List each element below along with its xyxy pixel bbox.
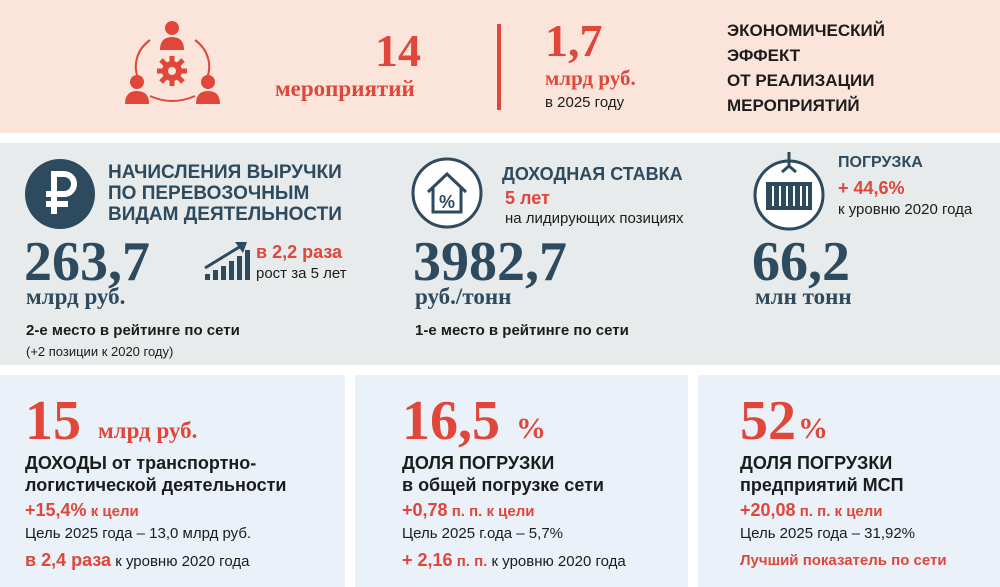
title-line: ПО ПЕРЕВОЗОЧНЫМ [108, 183, 310, 204]
highlight-note: к уровню 2020 года [838, 201, 973, 218]
title-line: ЭКОНОМИЧЕСКИЙ [727, 21, 885, 40]
goal: Цель 2025 года – 13,0 млрд руб. [25, 525, 252, 542]
rank: 1-е место в рейтинге по сети [415, 322, 629, 339]
svg-text:%: % [439, 192, 455, 212]
target-line: +0,78 п. п. к цели [402, 500, 535, 521]
card-title: ДОХОДЫ от транспортно- логистической дея… [25, 452, 287, 496]
extra-unit: п. п. [456, 553, 488, 570]
rate-icon: % [411, 157, 483, 229]
growth-value: в 2,2 раза [256, 242, 343, 262]
card-unit: % [798, 412, 828, 445]
extra-accent: + 2,16 [402, 550, 453, 570]
title-line: ДОХОДЫ от транспортно- [25, 453, 257, 473]
metric-value: 66,2 [752, 231, 850, 293]
card [0, 375, 345, 587]
divider [497, 24, 501, 110]
title-line: в общей погрузке сети [402, 475, 604, 495]
metric-unit: млн тонн [755, 284, 852, 309]
growth-note: рост за 5 лет [256, 265, 347, 282]
accent-unit: к цели [90, 503, 139, 520]
card-title: ДОЛЯ ПОГРУЗКИ предприятий МСП [740, 452, 904, 496]
growth-icon [204, 242, 250, 280]
ruble-icon [25, 159, 95, 229]
extra-text: к уровню 2020 года [491, 553, 626, 570]
effect-note: в 2025 году [545, 94, 625, 111]
goal: Цель 2025 года – 31,92% [740, 525, 916, 542]
extra-text: к уровню 2020 года [115, 553, 250, 570]
metric-title: ПОГРУЗКА [838, 154, 923, 171]
effect-unit: млрд руб. [545, 66, 636, 90]
title-line: ЭФФЕКТ [727, 46, 801, 65]
accent: +20,08 [740, 500, 796, 520]
title-line: предприятий МСП [740, 475, 904, 495]
title-line: ДОЛЯ ПОГРУЗКИ [402, 453, 555, 473]
title-line: ДОЛЯ ПОГРУЗКИ [740, 453, 893, 473]
events-label: мероприятий [275, 76, 415, 101]
title-line: ОТ РЕАЛИЗАЦИИ [727, 71, 875, 90]
card-unit: млрд руб. [98, 418, 198, 443]
card-value: 52 [740, 390, 796, 452]
card-value: 16,5 [402, 390, 500, 452]
card [698, 375, 1000, 587]
accent-unit: п. п. к цели [799, 503, 883, 520]
metric-title: НАЧИСЛЕНИЯ ВЫРУЧКИ ПО ПЕРЕВОЗОЧНЫМ ВИДАМ… [108, 162, 342, 225]
accent: +0,78 [402, 500, 448, 520]
metrics-band [0, 143, 1000, 365]
card-value: 15 [25, 390, 81, 452]
extra-line: в 2,4 раза к уровню 2020 года [25, 550, 249, 571]
metric-value: 263,7 [24, 231, 150, 293]
rank-note: (+2 позиции к 2020 году) [26, 344, 174, 359]
title-line: МЕРОПРИЯТИЙ [727, 96, 860, 115]
card [355, 375, 688, 587]
highlight-note: на лидирующих позициях [505, 210, 684, 227]
events-count: 14 [375, 25, 421, 76]
extra-accent: в 2,4 раза [25, 550, 112, 570]
metric-unit: руб./тонн [415, 284, 512, 309]
target-line: +15,4% к цели [25, 500, 139, 521]
container-icon [753, 152, 825, 231]
accent-unit: п. п. к цели [451, 503, 535, 520]
extra-text: Лучший показатель по сети [740, 552, 947, 569]
metric-unit: млрд руб. [26, 284, 126, 309]
card-unit: % [516, 412, 546, 445]
target-line: +20,08 п. п. к цели [740, 500, 883, 521]
rank: 2-е место в рейтинге по сети [26, 322, 240, 339]
team-icon [125, 21, 220, 104]
extra-line: + 2,16 п. п. к уровню 2020 года [402, 550, 626, 571]
title-line: НАЧИСЛЕНИЯ ВЫРУЧКИ [108, 162, 342, 183]
title-line: ВИДАМ ДЕЯТЕЛЬНОСТИ [108, 204, 342, 225]
metric-value: 3982,7 [413, 231, 567, 293]
highlight: + 44,6% [838, 178, 905, 198]
goal: Цель 2025 г.ода – 5,7% [402, 525, 563, 542]
card-title: ДОЛЯ ПОГРУЗКИ в общей погрузке сети [402, 452, 604, 496]
accent: +15,4% [25, 500, 87, 520]
title-line: логистической деятельности [25, 475, 287, 495]
header-title: ЭКОНОМИЧЕСКИЙ ЭФФЕКТ ОТ РЕАЛИЗАЦИИ МЕРОП… [727, 18, 885, 118]
highlight: 5 лет [505, 188, 550, 208]
metric-title: ДОХОДНАЯ СТАВКА [502, 164, 683, 184]
effect-amount: 1,7 [545, 15, 603, 66]
